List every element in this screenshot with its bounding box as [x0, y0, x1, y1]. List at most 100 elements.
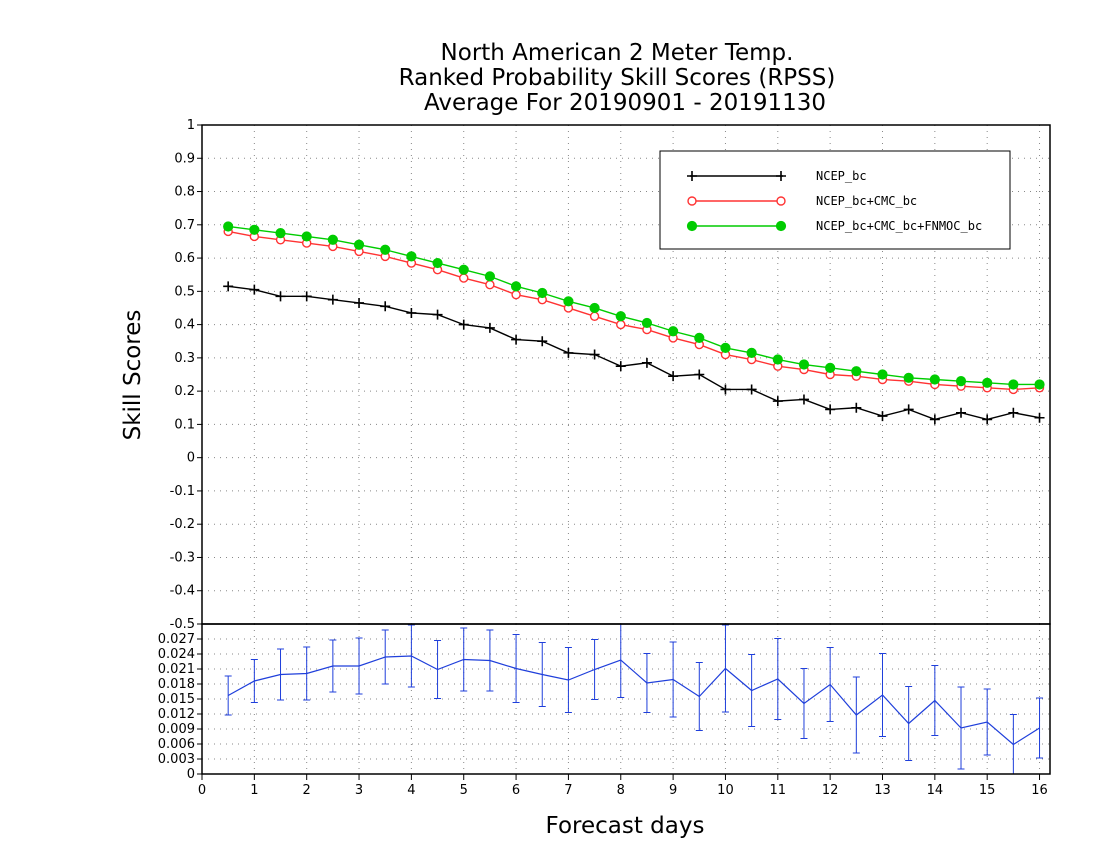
data-point: [877, 369, 888, 380]
error-bar: [1036, 697, 1044, 759]
data-point: [380, 244, 391, 255]
data-point: [223, 221, 234, 232]
y-tick-label: -0.1: [170, 484, 195, 499]
data-point: [851, 402, 862, 413]
data-point: [563, 347, 574, 358]
y-tick-label: 0.9: [174, 151, 195, 166]
data-point: [641, 317, 653, 329]
data-point: [615, 361, 626, 372]
top-panel-series: [223, 221, 1045, 425]
data-point: [353, 239, 365, 250]
x-tick-label: 1: [250, 783, 258, 798]
x-tick-label: 5: [460, 783, 468, 798]
error-bar: [329, 639, 337, 693]
y-tick-label: 0.003: [158, 752, 195, 767]
series-1: [223, 226, 1045, 395]
x-axis-ticks: 0 1 2 3 4 5 6 7 8 9 10 11 12 13 14 15 16: [198, 774, 1048, 798]
x-tick-label: 12: [822, 783, 839, 798]
error-bar: [695, 662, 703, 731]
y-tick-label: 0: [187, 767, 195, 782]
legend-marker: [686, 220, 698, 232]
x-tick-label: 8: [617, 783, 625, 798]
y-tick-label: 0.015: [158, 692, 195, 707]
series-line: [227, 655, 1040, 746]
data-point: [432, 309, 443, 320]
data-point: [825, 404, 836, 415]
series-line: [228, 285, 1040, 421]
error-bar: [1009, 714, 1017, 775]
error-bar: [564, 647, 572, 713]
error-bar: [381, 629, 389, 685]
data-point: [406, 307, 417, 318]
data-point: [511, 289, 521, 300]
data-point: [615, 311, 626, 322]
bottom-panel-frame: [201, 623, 1051, 775]
y-tick-label: -0.3: [170, 550, 195, 565]
y-tick-label: 0.021: [158, 662, 195, 677]
data-point: [825, 362, 836, 373]
legend-items: NCEP_bc NCEP_bc+CMC_bc NCEP_bc+CMC_bc+FNMO…: [686, 169, 982, 233]
series-0: [224, 623, 1044, 775]
data-point: [459, 273, 469, 283]
data-point: [589, 311, 600, 321]
data-point: [616, 319, 626, 330]
y-tick-label: 0.1: [174, 417, 195, 432]
x-tick-label: 9: [669, 783, 677, 798]
error-bar: [250, 659, 258, 703]
y-tick-label: 0.7: [174, 218, 195, 233]
y-tick-label: 1: [187, 118, 195, 133]
error-bar: [748, 654, 756, 727]
x-tick-label: 16: [1031, 783, 1048, 798]
legend-entry-2: NCEP_bc+CMC_bc+FNMOC_bc: [686, 219, 982, 233]
data-point: [903, 372, 914, 383]
data-point: [1008, 379, 1019, 390]
error-bar: [486, 629, 494, 692]
data-point: [694, 332, 705, 344]
legend-entry-0: NCEP_bc: [687, 169, 867, 183]
data-point: [641, 357, 652, 368]
data-point: [668, 371, 679, 382]
bottom-panel-grid: [202, 624, 1050, 774]
x-tick-label: 14: [927, 783, 944, 798]
y-tick-label: 0.8: [174, 185, 195, 200]
y-axis-label: Skill Scores: [120, 310, 146, 441]
data-point: [982, 377, 993, 388]
legend: NCEP_bc NCEP_bc+CMC_bc NCEP_bc+CMC_bc+FNMO…: [659, 150, 1011, 250]
legend-marker: [687, 171, 697, 181]
data-point: [982, 414, 993, 425]
data-point: [458, 319, 469, 330]
x-tick-label: 15: [979, 783, 996, 798]
data-point: [956, 407, 967, 418]
x-axis-label: Forecast days: [546, 813, 705, 839]
top-y-axis-ticks: 1 0.9 0.8 0.7 0.6 0.5 0.4 0.3 0.2 0.1 0 -0.1 -0.2 -0.…: [170, 118, 202, 632]
error-bar: [826, 647, 834, 722]
series-line: [228, 230, 1040, 391]
error-bar: [303, 646, 311, 701]
data-point: [458, 264, 469, 275]
x-tick-label: 7: [564, 783, 572, 798]
y-tick-label: 0.009: [158, 722, 195, 737]
data-point: [746, 384, 757, 395]
data-point: [275, 291, 286, 302]
data-point: [327, 234, 338, 245]
x-tick-label: 10: [717, 783, 734, 798]
x-tick-label: 2: [303, 783, 311, 798]
y-tick-label: 0.006: [158, 737, 195, 752]
y-tick-label: 0.5: [174, 284, 195, 299]
data-point: [929, 414, 940, 425]
series-0: [223, 281, 1045, 425]
data-point: [432, 257, 443, 269]
legend-entry-1: NCEP_bc+CMC_bc: [687, 194, 917, 208]
x-tick-label: 3: [355, 783, 363, 798]
error-bar: [407, 624, 415, 688]
data-point: [485, 279, 495, 290]
error-bar: [434, 640, 442, 699]
error-bar: [538, 642, 546, 707]
data-point: [511, 334, 522, 345]
data-point: [903, 404, 914, 415]
data-point: [694, 369, 705, 380]
data-point: [380, 301, 391, 312]
legend-marker: [775, 220, 787, 232]
legend-marker: [776, 171, 786, 181]
error-bar: [957, 686, 965, 770]
